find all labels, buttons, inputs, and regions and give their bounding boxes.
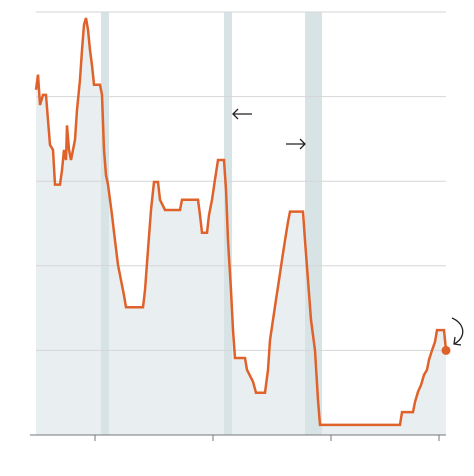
right-arrow — [286, 138, 306, 150]
annotation-arrows — [232, 108, 464, 346]
line — [34, 17, 448, 427]
band — [305, 12, 322, 435]
left-arrow — [232, 108, 252, 120]
end-dot — [441, 345, 451, 355]
band — [101, 12, 109, 435]
area — [36, 17, 446, 436]
curved-arrow — [451, 317, 464, 346]
